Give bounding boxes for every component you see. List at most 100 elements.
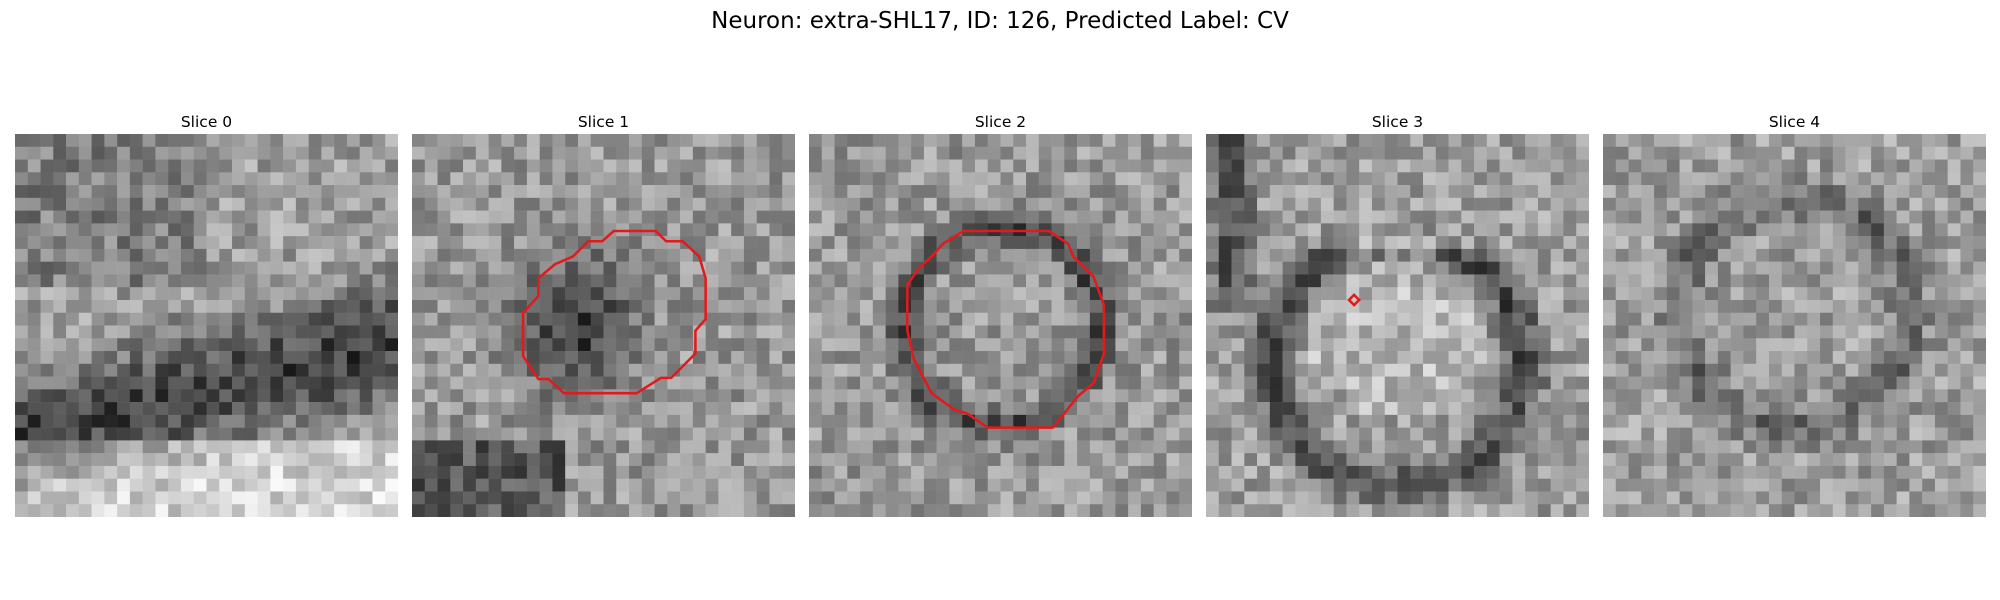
pixel xyxy=(731,504,745,517)
pixel xyxy=(834,402,848,416)
pixel xyxy=(53,172,67,186)
pixel xyxy=(1845,338,1859,352)
pixel xyxy=(1858,299,1872,313)
pixel xyxy=(590,338,604,352)
pixel xyxy=(40,210,54,224)
pixel xyxy=(1730,287,1744,301)
pixel xyxy=(1346,351,1360,365)
pixel xyxy=(1384,427,1398,441)
pixel xyxy=(565,236,579,250)
pixel xyxy=(1166,440,1180,454)
pixel xyxy=(257,312,271,326)
pixel xyxy=(974,402,988,416)
pixel xyxy=(782,427,795,441)
pixel xyxy=(1218,414,1232,428)
pixel xyxy=(1320,197,1334,211)
pixel xyxy=(641,248,655,262)
pixel xyxy=(1077,453,1091,467)
pixel xyxy=(565,210,579,224)
pixel xyxy=(962,491,976,505)
pixel xyxy=(142,491,156,505)
pixel xyxy=(1960,159,1974,173)
pixel xyxy=(1448,504,1462,517)
pixel xyxy=(911,389,925,403)
pixel xyxy=(731,402,745,416)
pixel xyxy=(104,478,118,492)
pixel xyxy=(1308,248,1322,262)
pixel xyxy=(463,287,477,301)
pixel xyxy=(1153,236,1167,250)
pixel xyxy=(359,312,373,326)
pixel xyxy=(923,159,937,173)
pixel xyxy=(847,427,861,441)
pixel xyxy=(718,210,732,224)
pixel xyxy=(1371,223,1385,237)
pixel xyxy=(821,363,835,377)
pixel xyxy=(104,389,118,403)
pixel xyxy=(1756,351,1770,365)
pixel xyxy=(1166,414,1180,428)
pixel xyxy=(705,376,719,390)
pixel xyxy=(654,146,668,160)
pixel xyxy=(1563,236,1577,250)
pixel xyxy=(359,261,373,275)
pixel xyxy=(270,478,284,492)
pixel xyxy=(1089,159,1103,173)
pixel xyxy=(1512,414,1526,428)
pixel xyxy=(1922,504,1936,517)
pixel xyxy=(257,363,271,377)
pixel xyxy=(1960,236,1974,250)
pixel xyxy=(1679,427,1693,441)
pixel xyxy=(731,197,745,211)
pixel xyxy=(1269,325,1283,339)
pixel xyxy=(359,478,373,492)
pixel xyxy=(1000,274,1014,288)
pixel xyxy=(898,312,912,326)
pixel xyxy=(860,172,874,186)
pixel xyxy=(1269,363,1283,377)
pixel xyxy=(782,465,795,479)
pixel xyxy=(488,402,502,416)
pixel xyxy=(1486,440,1500,454)
pixel xyxy=(756,274,770,288)
pixel xyxy=(1474,299,1488,313)
pixel xyxy=(488,440,502,454)
pixel xyxy=(526,210,540,224)
pixel xyxy=(962,134,976,148)
pixel xyxy=(1973,210,1986,224)
pixel xyxy=(1832,287,1846,301)
pixel xyxy=(308,134,322,148)
pixel xyxy=(1410,146,1424,160)
pixel xyxy=(40,478,54,492)
pixel xyxy=(1308,261,1322,275)
pixel xyxy=(1051,440,1065,454)
pixel xyxy=(1743,491,1757,505)
pixel xyxy=(193,197,207,211)
pixel xyxy=(1359,146,1373,160)
pixel xyxy=(1730,172,1744,186)
pixel xyxy=(1231,287,1245,301)
pixel xyxy=(1922,465,1936,479)
pixel xyxy=(1563,299,1577,313)
pixel xyxy=(1359,172,1373,186)
pixel xyxy=(809,453,823,467)
pixel xyxy=(1206,261,1220,275)
pixel xyxy=(756,351,770,365)
pixel xyxy=(1486,402,1500,416)
pixel xyxy=(1257,236,1271,250)
pixel xyxy=(1768,197,1782,211)
pixel xyxy=(1781,299,1795,313)
pixel xyxy=(295,465,309,479)
pixel xyxy=(488,504,502,517)
pixel xyxy=(463,159,477,173)
pixel xyxy=(847,261,861,275)
pixel xyxy=(1922,236,1936,250)
pixel xyxy=(129,312,143,326)
pixel xyxy=(1435,440,1449,454)
pixel xyxy=(1794,261,1808,275)
pixel xyxy=(1832,504,1846,517)
pixel xyxy=(295,248,309,262)
pixel xyxy=(911,223,925,237)
pixel xyxy=(1628,172,1642,186)
pixel xyxy=(129,248,143,262)
